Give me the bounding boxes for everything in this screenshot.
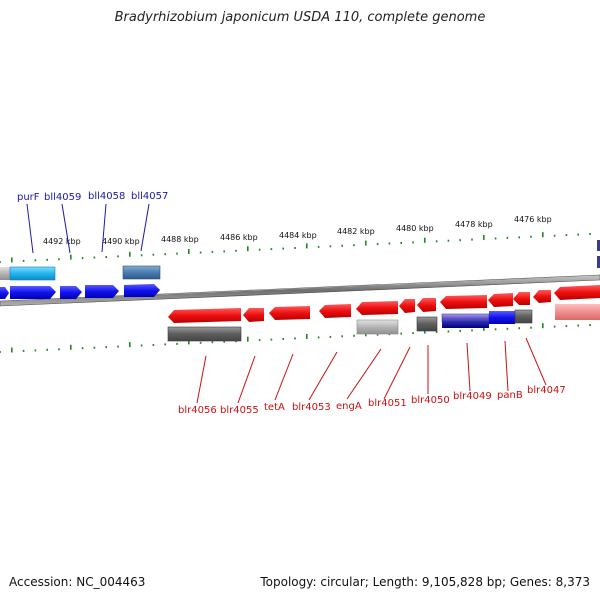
gene-arrow[interactable]	[168, 308, 241, 323]
feature-box[interactable]	[489, 311, 515, 324]
scale-ruler-bottom	[0, 323, 591, 353]
gene-arrow[interactable]	[60, 286, 82, 299]
gene-arrow[interactable]	[554, 285, 600, 300]
gene-arrow[interactable]	[10, 286, 56, 299]
gene-label-blr4051[interactable]: blr4051	[368, 398, 407, 409]
gene-label-engA[interactable]: engA	[336, 401, 362, 412]
scale-label: 4482 kbp	[337, 227, 375, 236]
feature-box[interactable]	[122, 265, 161, 280]
scale-label: 4480 kbp	[396, 224, 434, 233]
map-title: Bradyrhizobium japonicum USDA 110, compl…	[114, 10, 486, 25]
lower-feature-row	[167, 304, 600, 342]
gene-arrow[interactable]	[0, 287, 9, 299]
bottom-leader-lines	[196, 337, 547, 404]
gene-label-bll4058[interactable]: bll4058	[88, 191, 125, 202]
gene-arrow[interactable]	[243, 308, 264, 322]
gene-label-bll4059[interactable]: bll4059	[44, 192, 81, 203]
gene-label-panB[interactable]: panB	[497, 390, 523, 401]
gene-label-blr4049[interactable]: blr4049	[453, 391, 492, 402]
feature-box[interactable]	[441, 313, 490, 323]
gene-label-bll4057[interactable]: bll4057	[131, 191, 168, 202]
feature-box[interactable]	[167, 326, 242, 342]
gene-arrow[interactable]	[513, 292, 530, 305]
gene-arrow[interactable]	[319, 304, 351, 318]
topology-label: Topology: circular; Length: 9,105,828 bp…	[260, 575, 590, 589]
gene-arrow[interactable]	[440, 295, 487, 309]
scale-label: 4484 kbp	[279, 231, 317, 240]
feature-box[interactable]	[442, 321, 489, 328]
gene-label-purF[interactable]: purF	[17, 192, 40, 203]
gene-label-blr4047[interactable]: blr4047	[527, 385, 566, 396]
top-gene-labels: purF bll4059 bll4058 bll4057	[17, 191, 168, 203]
scale-ruler-top	[0, 232, 591, 263]
scale-label: 4478 kbp	[455, 220, 493, 229]
gene-arrow[interactable]	[85, 285, 119, 298]
reverse-genes	[0, 284, 160, 299]
feature-box[interactable]	[9, 266, 56, 281]
gene-arrow[interactable]	[417, 298, 436, 312]
gene-label-tetA[interactable]: tetA	[264, 402, 285, 413]
gene-label-blr4055[interactable]: blr4055	[220, 405, 259, 416]
scale-label: 4492 kbp	[43, 237, 81, 246]
feature-box[interactable]	[514, 309, 533, 324]
upper-feature-row	[0, 240, 600, 281]
gene-label-blr4053[interactable]: blr4053	[292, 402, 331, 413]
scale-label: 4490 kbp	[102, 237, 140, 246]
scale-label: 4486 kbp	[220, 233, 258, 242]
scale-label: 4488 kbp	[161, 235, 199, 244]
feature-box[interactable]	[555, 304, 600, 320]
gene-arrow[interactable]	[124, 284, 160, 297]
gene-arrow[interactable]	[269, 306, 310, 320]
feature-box[interactable]	[597, 256, 600, 268]
feature-box[interactable]	[416, 316, 438, 332]
scale-label: 4476 kbp	[514, 215, 552, 224]
gene-arrow[interactable]	[533, 290, 551, 303]
feature-box[interactable]	[0, 267, 10, 280]
gene-arrow[interactable]	[399, 299, 415, 313]
gene-label-blr4056[interactable]: blr4056	[178, 405, 217, 416]
feature-box[interactable]	[597, 240, 600, 251]
gene-arrow[interactable]	[488, 293, 513, 307]
scale-labels: 4492 kbp 4490 kbp 4488 kbp 4486 kbp 4484…	[43, 215, 552, 246]
gene-label-blr4050[interactable]: blr4050	[411, 395, 450, 406]
feature-box[interactable]	[356, 319, 399, 335]
top-leader-lines	[26, 203, 150, 254]
accession-label: Accession: NC_004463	[9, 575, 146, 589]
forward-genes	[168, 285, 600, 323]
bottom-gene-labels: blr4056 blr4055 tetA blr4053 engA blr405…	[178, 385, 566, 416]
gene-arrow[interactable]	[356, 301, 398, 315]
